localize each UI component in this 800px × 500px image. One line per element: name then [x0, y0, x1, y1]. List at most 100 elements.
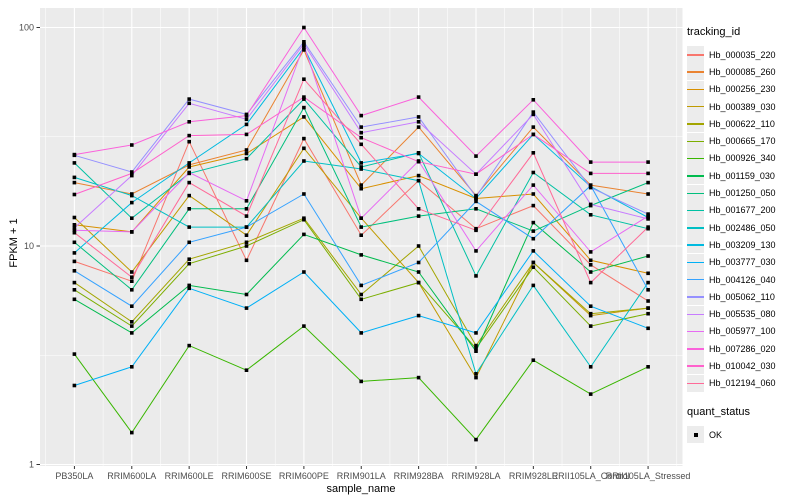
data-point[interactable]: [244, 113, 249, 118]
legend-item[interactable]: Hb_001677_200: [687, 201, 799, 219]
data-point[interactable]: [130, 173, 134, 178]
data-point[interactable]: [302, 97, 306, 101]
data-point[interactable]: [646, 306, 650, 310]
data-point[interactable]: [244, 225, 249, 229]
data-point[interactable]: [416, 375, 421, 380]
data-point[interactable]: [130, 270, 134, 274]
data-point[interactable]: [72, 240, 77, 245]
data-point[interactable]: [244, 306, 249, 310]
data-point[interactable]: [130, 216, 134, 220]
data-point[interactable]: [187, 161, 191, 165]
data-point[interactable]: [416, 178, 421, 183]
data-point[interactable]: [244, 368, 249, 372]
legend-item[interactable]: Hb_000085_260: [687, 63, 799, 81]
data-point[interactable]: [416, 280, 421, 285]
data-point[interactable]: [302, 77, 306, 81]
data-point[interactable]: [244, 207, 249, 211]
legend-item[interactable]: Hb_001250_050: [687, 184, 799, 202]
data-point[interactable]: [72, 269, 77, 273]
data-point[interactable]: [244, 132, 249, 137]
data-point[interactable]: [646, 326, 650, 331]
data-point[interactable]: [244, 199, 249, 203]
data-point[interactable]: [416, 207, 421, 211]
data-point[interactable]: [531, 358, 536, 362]
data-point[interactable]: [588, 392, 593, 396]
data-point[interactable]: [646, 160, 650, 164]
data-point[interactable]: [130, 275, 134, 279]
data-point[interactable]: [474, 343, 478, 348]
data-point[interactable]: [588, 183, 593, 188]
data-point[interactable]: [72, 259, 77, 264]
data-point[interactable]: [474, 154, 478, 158]
data-point[interactable]: [416, 270, 421, 274]
data-point[interactable]: [72, 228, 77, 233]
data-point[interactable]: [244, 148, 249, 152]
data-point[interactable]: [130, 331, 134, 335]
data-point[interactable]: [588, 313, 593, 318]
data-point[interactable]: [130, 288, 134, 292]
data-point[interactable]: [130, 230, 134, 234]
data-point[interactable]: [72, 152, 77, 157]
data-point[interactable]: [302, 270, 306, 274]
data-point[interactable]: [130, 279, 134, 283]
data-point[interactable]: [187, 101, 191, 106]
data-point[interactable]: [588, 202, 593, 207]
data-point[interactable]: [531, 183, 536, 187]
data-point[interactable]: [72, 192, 77, 197]
data-point[interactable]: [588, 171, 593, 176]
data-point[interactable]: [474, 372, 478, 376]
data-point[interactable]: [646, 288, 650, 292]
data-point[interactable]: [187, 193, 191, 198]
data-point[interactable]: [359, 142, 363, 147]
data-point[interactable]: [187, 170, 191, 175]
data-point[interactable]: [302, 25, 306, 30]
data-point[interactable]: [416, 244, 421, 248]
data-point[interactable]: [646, 365, 650, 369]
legend-item[interactable]: Hb_001159_030: [687, 167, 799, 185]
data-point[interactable]: [474, 375, 478, 380]
data-point[interactable]: [187, 257, 191, 261]
data-point[interactable]: [588, 185, 593, 190]
data-point[interactable]: [646, 311, 650, 316]
data-point[interactable]: [72, 280, 77, 285]
data-point[interactable]: [187, 240, 191, 245]
data-point[interactable]: [474, 349, 478, 353]
legend-item[interactable]: Hb_000035_220: [687, 46, 799, 64]
data-point[interactable]: [130, 171, 134, 176]
data-point[interactable]: [187, 207, 191, 211]
data-point[interactable]: [302, 43, 306, 47]
data-point[interactable]: [130, 193, 134, 198]
data-point[interactable]: [531, 112, 536, 117]
data-point[interactable]: [130, 200, 134, 205]
data-point[interactable]: [187, 97, 191, 101]
data-point[interactable]: [588, 280, 593, 285]
data-point[interactable]: [588, 250, 593, 254]
data-point[interactable]: [531, 260, 536, 265]
legend-item[interactable]: Hb_003209_130: [687, 236, 799, 254]
data-point[interactable]: [244, 151, 249, 156]
legend-item[interactable]: Hb_003777_030: [687, 253, 799, 271]
data-point[interactable]: [359, 165, 363, 169]
data-point[interactable]: [187, 163, 191, 167]
data-point[interactable]: [588, 213, 593, 217]
data-point[interactable]: [646, 214, 650, 218]
data-point[interactable]: [646, 171, 650, 176]
data-point[interactable]: [359, 135, 363, 140]
data-point[interactable]: [474, 346, 478, 351]
data-point[interactable]: [646, 271, 650, 276]
data-point[interactable]: [416, 214, 421, 218]
data-point[interactable]: [359, 216, 363, 220]
data-point[interactable]: [531, 151, 536, 155]
legend-item[interactable]: Hb_010042_030: [687, 357, 799, 375]
legend-item[interactable]: Hb_000389_030: [687, 98, 799, 116]
data-point[interactable]: [187, 165, 191, 169]
data-point[interactable]: [244, 244, 249, 248]
data-point[interactable]: [646, 299, 650, 303]
data-point[interactable]: [72, 288, 77, 292]
data-point[interactable]: [416, 260, 421, 265]
data-point[interactable]: [244, 122, 249, 127]
data-point[interactable]: [531, 220, 536, 225]
data-point[interactable]: [416, 173, 421, 178]
data-point[interactable]: [359, 161, 363, 165]
data-point[interactable]: [72, 230, 77, 235]
